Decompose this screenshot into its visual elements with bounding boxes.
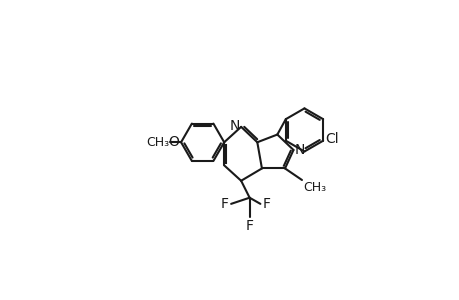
Text: Cl: Cl	[325, 132, 338, 146]
Text: F: F	[245, 219, 253, 233]
Text: O: O	[168, 135, 179, 149]
Text: N: N	[229, 119, 239, 133]
Text: F: F	[220, 197, 228, 211]
Text: CH₃: CH₃	[303, 181, 326, 194]
Text: N: N	[294, 143, 305, 157]
Text: CH₃: CH₃	[146, 136, 169, 149]
Text: F: F	[262, 197, 270, 211]
